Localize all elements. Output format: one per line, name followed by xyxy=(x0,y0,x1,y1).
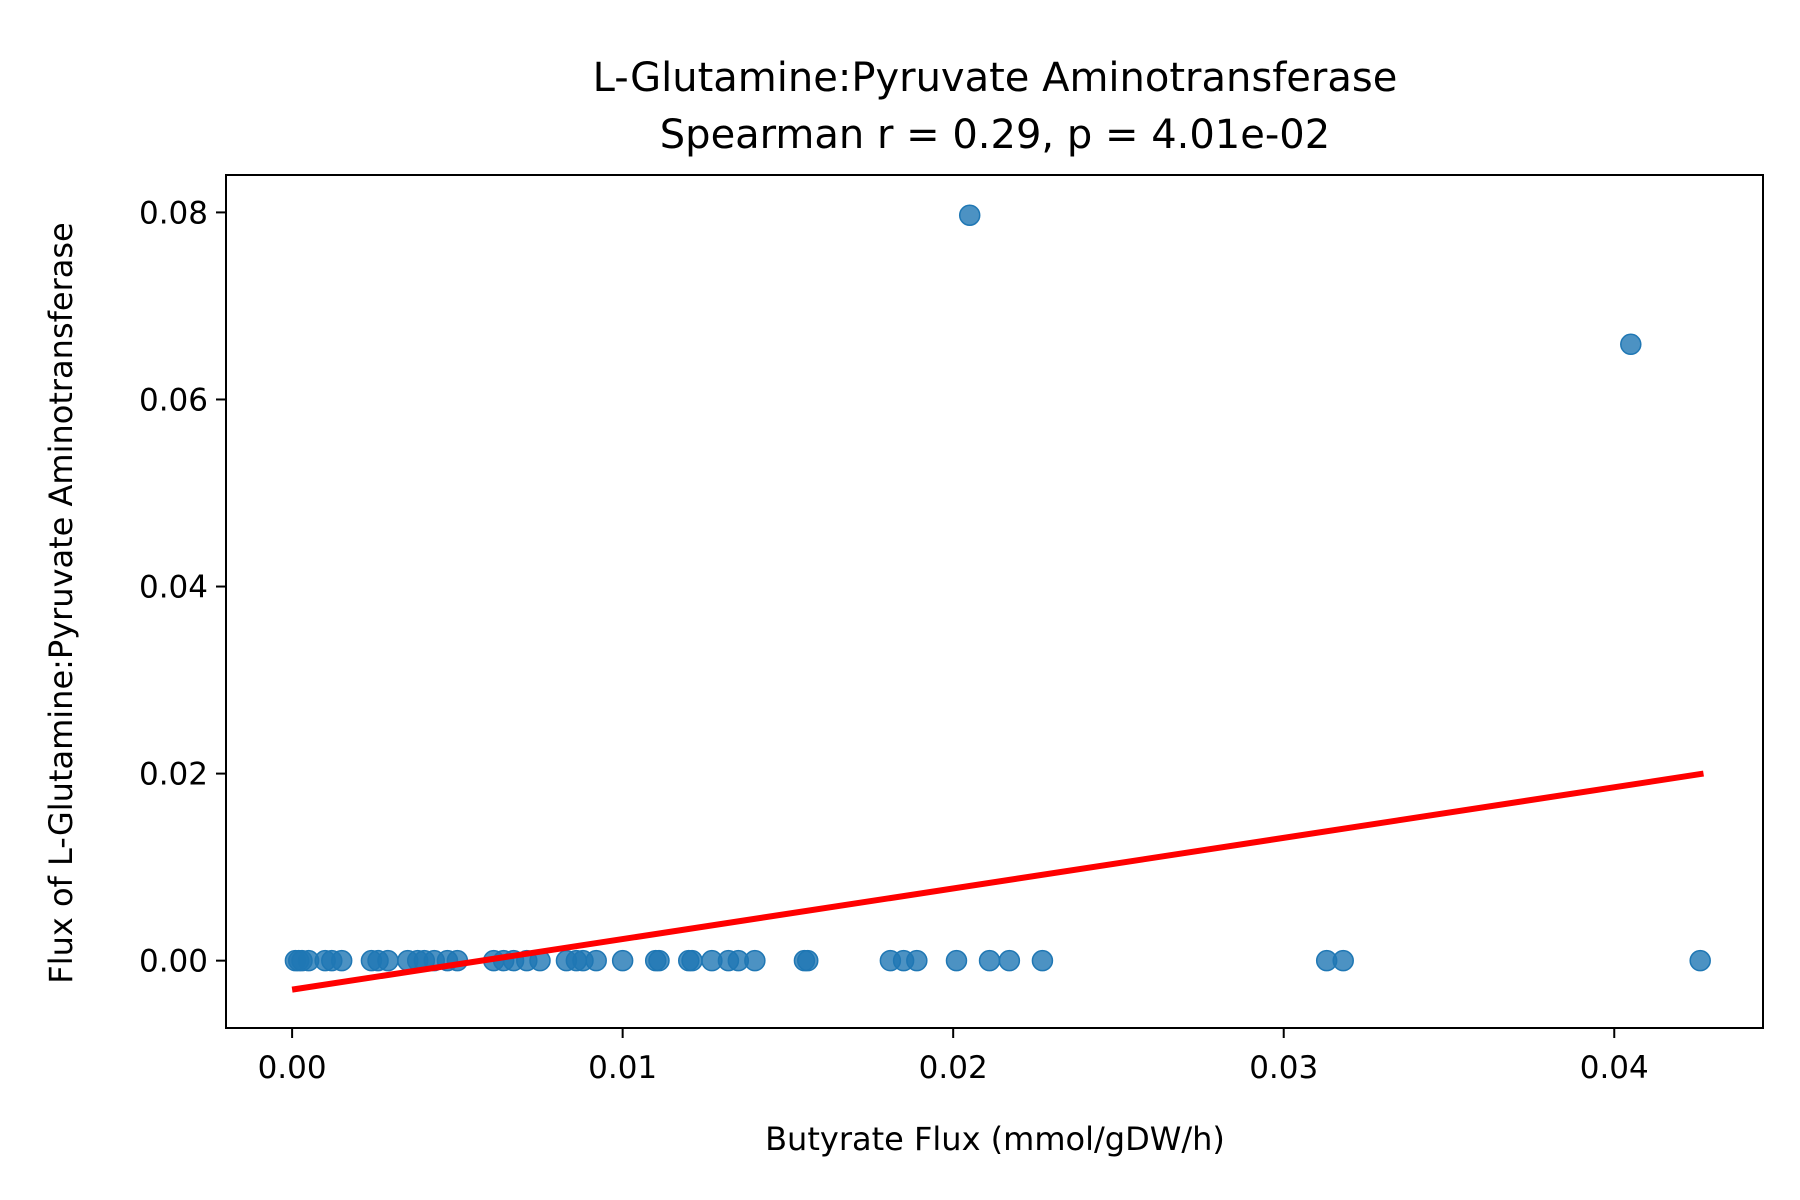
data-point-40 xyxy=(978,949,1001,972)
y-tick-label-0: 0.00 xyxy=(139,944,208,980)
data-point-46 xyxy=(958,204,981,226)
data-point-39 xyxy=(945,949,968,972)
data-point-29 xyxy=(681,949,703,972)
data-point-45 xyxy=(1689,949,1711,972)
x-tick-label-4: 0.04 xyxy=(1580,1050,1649,1086)
y-tick-label-1: 0.02 xyxy=(139,757,208,793)
chart-title: L-Glutamine:Pyruvate Aminotransferase xyxy=(593,55,1398,101)
y-tick-label-3: 0.06 xyxy=(139,382,208,418)
data-point-27 xyxy=(648,949,670,972)
y-tick-label-4: 0.08 xyxy=(139,195,208,231)
x-axis-label: Butyrate Flux (mmol/gDW/h) xyxy=(765,1120,1225,1158)
data-point-35 xyxy=(796,949,819,972)
data-point-6 xyxy=(330,949,353,972)
regression-line xyxy=(291,770,1704,993)
plot-area xyxy=(225,174,1764,1029)
data-point-25 xyxy=(611,949,634,972)
y-tick-label-2: 0.04 xyxy=(139,570,208,606)
plot-frame xyxy=(225,174,1764,1029)
x-tick-label-3: 0.03 xyxy=(1249,1050,1318,1086)
x-tick-label-1: 0.01 xyxy=(588,1050,657,1086)
data-point-33 xyxy=(744,949,766,972)
x-tick-label-0: 0.00 xyxy=(258,1050,327,1086)
data-point-38 xyxy=(906,949,928,972)
x-axis-ticks: 0.00 0.01 0.02 0.03 0.04 xyxy=(258,1028,1649,1086)
chart-subtitle: Spearman r = 0.29, p = 4.01e-02 xyxy=(660,112,1330,158)
data-point-9 xyxy=(377,949,399,972)
data-point-47 xyxy=(1620,333,1642,356)
y-axis-ticks: 0.00 0.02 0.04 0.06 0.08 xyxy=(139,195,226,980)
y-axis-label: Flux of L-Glutamine:Pyruvate Aminotransf… xyxy=(42,222,80,983)
data-point-42 xyxy=(1031,949,1054,972)
x-tick-label-2: 0.02 xyxy=(919,1050,988,1086)
data-points xyxy=(284,204,1711,972)
data-point-24 xyxy=(585,949,607,972)
data-point-44 xyxy=(1332,949,1354,972)
data-point-41 xyxy=(998,949,1021,972)
